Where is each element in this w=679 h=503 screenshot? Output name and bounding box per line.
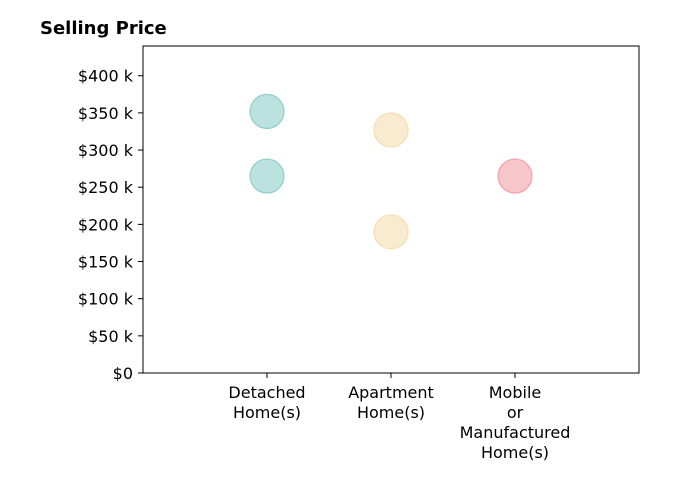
x-tick-label-line: Home(s) — [481, 443, 549, 462]
x-tick-label-line: Manufactured — [460, 423, 571, 442]
x-tick-label-line: Apartment — [348, 383, 434, 402]
data-points — [249, 93, 533, 250]
y-tick-label: $50 k — [88, 327, 134, 346]
data-point — [249, 93, 285, 130]
y-tick-label: $300 k — [78, 141, 134, 160]
x-tick-label: Mobile or Manufactured Home(s) — [460, 383, 571, 462]
y-tick-label: $100 k — [78, 290, 134, 309]
x-tick-label: Detached Home(s) — [228, 383, 305, 422]
x-tick-label-line: Mobile — [489, 383, 541, 402]
y-tick-label: $400 k — [78, 67, 134, 86]
data-point — [373, 112, 409, 148]
y-tick-label: $200 k — [78, 215, 134, 234]
data-point — [497, 158, 533, 194]
x-tick-label-line: Home(s) — [233, 403, 301, 422]
y-tick-label: $350 k — [78, 104, 134, 123]
data-point — [373, 214, 409, 250]
y-tick-label: $250 k — [78, 178, 134, 197]
data-point — [249, 158, 285, 194]
x-tick-label-line: Home(s) — [357, 403, 425, 422]
chart-title: Selling Price — [40, 18, 167, 39]
x-tick-label: Apartment Home(s) — [348, 383, 434, 422]
y-tick-label: $0 — [113, 364, 133, 383]
x-axis: Detached Home(s)Apartment Home(s)Mobile or M… — [228, 373, 570, 462]
plot-area-frame — [142, 45, 640, 374]
y-tick-label: $150 k — [78, 253, 134, 272]
x-tick-label-line: or — [507, 403, 524, 422]
x-tick-label-line: Detached — [228, 383, 305, 402]
y-axis: $0 $50 k $100 k $150 k $200 k $250 k $300 k $35… — [78, 67, 143, 383]
